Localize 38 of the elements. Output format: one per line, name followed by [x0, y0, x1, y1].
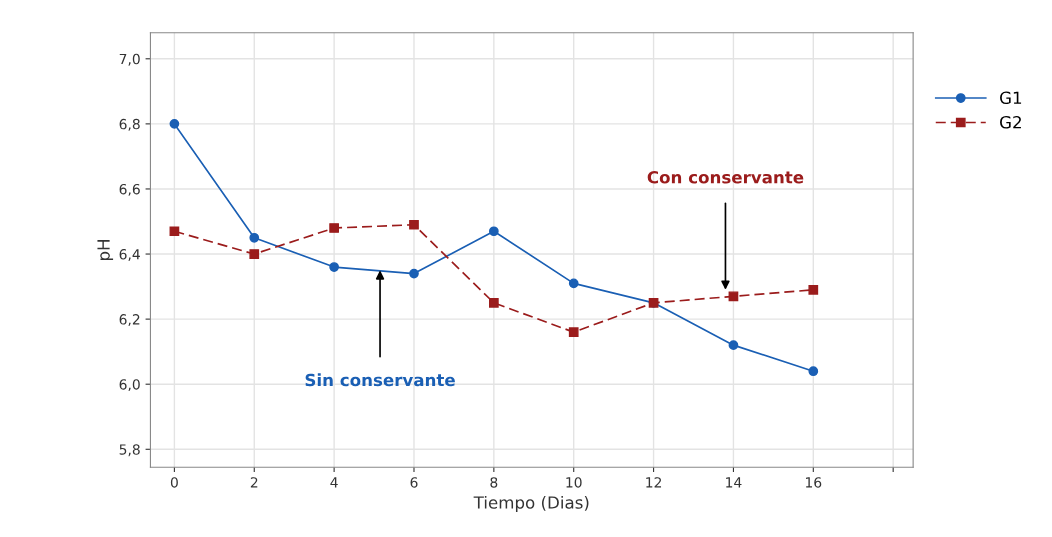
point	[329, 262, 339, 272]
x-tick-label: 2	[250, 477, 258, 488]
point	[568, 327, 579, 338]
y-tick-label: 5,8	[119, 444, 140, 457]
point	[728, 340, 739, 351]
legend-label: G2	[1000, 115, 1021, 129]
point	[808, 284, 819, 295]
point	[409, 219, 419, 230]
point	[249, 232, 260, 243]
point	[488, 297, 499, 308]
y-tick-label: 7,0	[119, 53, 140, 66]
legend-label: G1	[1000, 91, 1022, 105]
point	[329, 223, 339, 233]
x-tick-label: 10	[566, 477, 582, 488]
y-tick-label: 6,2	[119, 314, 140, 327]
point	[568, 278, 579, 289]
x-tick-label: 12	[646, 477, 662, 488]
x-tick-label: 0	[170, 477, 178, 488]
point	[409, 268, 419, 279]
x-axis-title: Tiempo (Dias)	[473, 495, 589, 513]
x-tick-label: 6	[410, 477, 418, 488]
x-tick-label: 16	[805, 477, 822, 488]
annotation: Con conservante	[647, 170, 804, 184]
y-axis-title: pH	[97, 240, 114, 261]
x-tick-label: 4	[330, 477, 338, 488]
point	[808, 366, 819, 377]
point	[488, 226, 499, 237]
y-tick-label: 6,4	[119, 249, 140, 261]
x-tick-label: 14	[726, 477, 742, 488]
point	[169, 119, 180, 129]
point	[249, 249, 260, 259]
y-tick-label: 6,8	[119, 118, 140, 131]
annotation: Sin conservante	[305, 373, 455, 387]
point	[169, 226, 180, 237]
point	[728, 291, 739, 302]
y-tick-label: 6,6	[119, 183, 140, 196]
y-tick-label: 6,0	[119, 379, 140, 392]
x-tick-label: 8	[490, 477, 498, 488]
